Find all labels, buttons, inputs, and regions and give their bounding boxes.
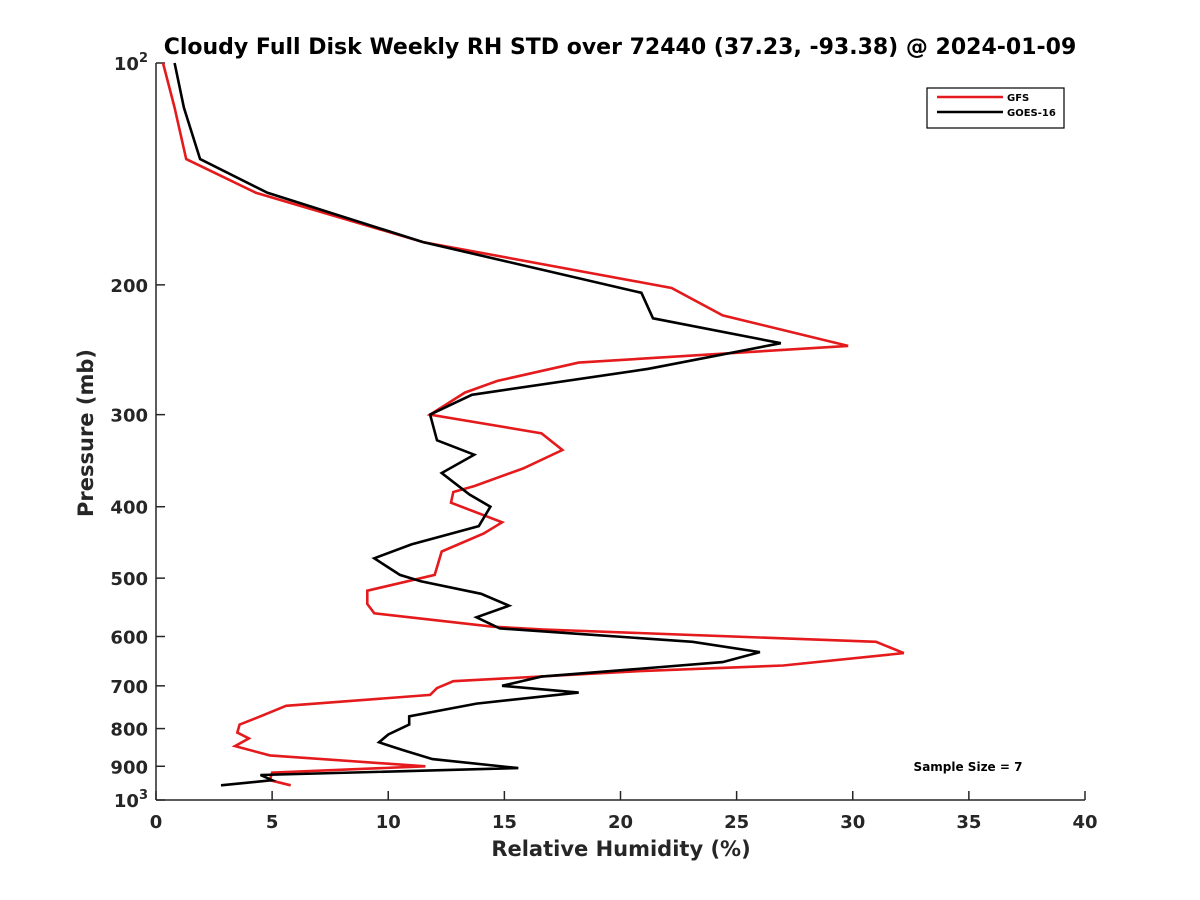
y-tick-label: 102: [114, 51, 148, 75]
y-tick-label: 103: [114, 788, 148, 812]
axes: 0 5 10 15 20 25 30 35 40 102 200 300 400 500 600 700 800…: [110, 51, 1097, 833]
legend: GFS GOES-16: [926, 87, 1065, 129]
x-tick-label: 40: [1072, 812, 1097, 833]
y-tick-label: 900: [110, 757, 148, 778]
series-line-goes-16: [173, 62, 782, 787]
chart-title: Cloudy Full Disk Weekly RH STD over 7244…: [164, 35, 1077, 60]
x-tick-label: 0: [150, 812, 163, 833]
y-tick-label: 600: [110, 627, 148, 648]
sample-size-annotation: Sample Size = 7: [914, 760, 1023, 774]
series-lines: [161, 62, 905, 787]
y-tick-label: 200: [110, 276, 148, 297]
y-tick-label: 400: [110, 498, 148, 519]
x-tick-label: 10: [376, 812, 401, 833]
legend-label: GOES-16: [1007, 108, 1056, 119]
x-tick-label: 30: [840, 812, 865, 833]
x-tick-label: 20: [608, 812, 633, 833]
series-line-gfs: [161, 62, 905, 787]
y-tick-label: 500: [110, 569, 148, 590]
y-tick-label: 800: [110, 720, 148, 741]
y-axis-label: Pressure (mb): [74, 349, 98, 517]
x-tick-label: 5: [266, 812, 279, 833]
x-tick-label: 15: [492, 812, 517, 833]
y-tick-label: 300: [110, 406, 148, 427]
y-tick-label: 700: [110, 677, 148, 698]
x-tick-label: 35: [956, 812, 981, 833]
x-tick-label: 25: [724, 812, 749, 833]
legend-label: GFS: [1007, 93, 1029, 104]
legend-box: [926, 87, 1065, 129]
x-axis-label: Relative Humidity (%): [491, 837, 750, 861]
